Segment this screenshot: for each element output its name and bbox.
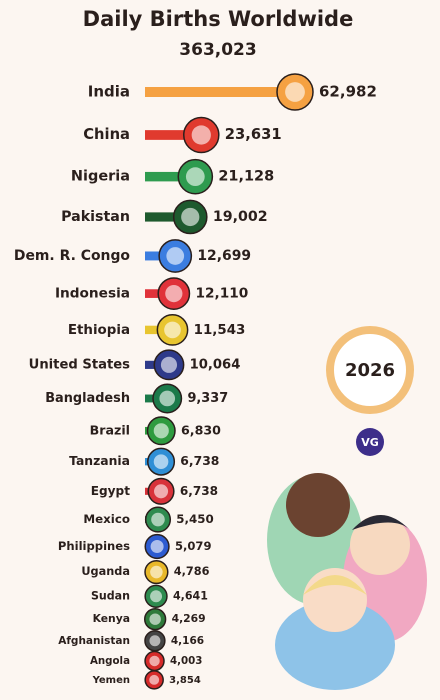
- babies-illustration: [267, 473, 427, 690]
- flag-center: [149, 674, 160, 685]
- flag-center: [150, 590, 163, 603]
- category-label: China: [83, 126, 130, 143]
- category-label: Yemen: [92, 675, 130, 686]
- category-label: Pakistan: [61, 209, 130, 225]
- bar: [145, 130, 202, 140]
- value-label: 3,854: [169, 675, 201, 686]
- flag-center: [181, 207, 200, 227]
- category-label: India: [88, 83, 130, 101]
- flag-center: [185, 167, 205, 187]
- year-ring: [326, 326, 414, 414]
- value-label: 11,543: [194, 323, 246, 338]
- category-label: Afghanistan: [58, 635, 130, 647]
- flag-center: [164, 321, 181, 339]
- flag-center: [149, 635, 161, 647]
- flag-center: [153, 454, 169, 469]
- flag-center: [150, 539, 164, 553]
- flag-center: [149, 655, 160, 667]
- flag-center: [159, 390, 176, 407]
- value-label: 62,982: [319, 83, 377, 101]
- flag-center: [285, 82, 305, 102]
- value-label: 6,738: [180, 484, 218, 498]
- value-label: 6,738: [180, 454, 219, 468]
- flag-center: [166, 247, 185, 265]
- flag-center: [151, 512, 165, 527]
- flag-center: [154, 484, 169, 499]
- chart-subtitle: 363,023: [179, 40, 256, 60]
- category-label: Dem. R. Congo: [14, 248, 130, 264]
- year-badge: 2026: [345, 360, 395, 381]
- value-label: 4,003: [170, 655, 202, 667]
- flag-center: [150, 565, 163, 579]
- logo: VG: [361, 436, 379, 449]
- category-label: Egypt: [91, 484, 130, 498]
- value-label: 5,450: [176, 512, 213, 526]
- category-label: Uganda: [81, 565, 130, 578]
- category-label: Bangladesh: [45, 391, 130, 406]
- value-label: 4,269: [172, 612, 206, 625]
- category-label: United States: [29, 357, 131, 372]
- flag-center: [165, 285, 183, 303]
- category-label: Angola: [90, 655, 130, 667]
- chart-title: Daily Births Worldwide: [83, 7, 354, 31]
- category-label: Philippines: [58, 539, 130, 553]
- flag-center: [153, 423, 169, 439]
- flag-center: [191, 125, 211, 145]
- value-label: 6,830: [181, 422, 221, 437]
- category-label: Mexico: [83, 512, 130, 526]
- value-label: 19,002: [213, 209, 268, 225]
- value-label: 21,128: [218, 169, 274, 185]
- value-label: 4,641: [173, 589, 208, 602]
- bar: [145, 212, 191, 222]
- value-label: 9,337: [187, 391, 228, 406]
- flag-center: [149, 613, 161, 625]
- value-label: 10,064: [190, 357, 241, 372]
- category-label: Kenya: [93, 612, 130, 625]
- value-label: 12,699: [197, 248, 251, 264]
- category-label: Nigeria: [71, 169, 130, 185]
- category-label: Indonesia: [55, 286, 130, 302]
- flag-center: [160, 356, 178, 373]
- value-label: 4,786: [174, 565, 210, 578]
- category-label: Sudan: [91, 589, 130, 602]
- category-label: Tanzania: [69, 454, 130, 468]
- bar: [145, 87, 295, 97]
- value-label: 23,631: [225, 126, 282, 143]
- category-label: Brazil: [90, 422, 130, 437]
- category-label: Ethiopia: [68, 323, 130, 338]
- bar: [145, 171, 196, 182]
- logo-circle: [356, 428, 384, 456]
- value-label: 4,166: [171, 635, 204, 647]
- value-label: 5,079: [175, 539, 212, 553]
- value-label: 12,110: [195, 286, 248, 302]
